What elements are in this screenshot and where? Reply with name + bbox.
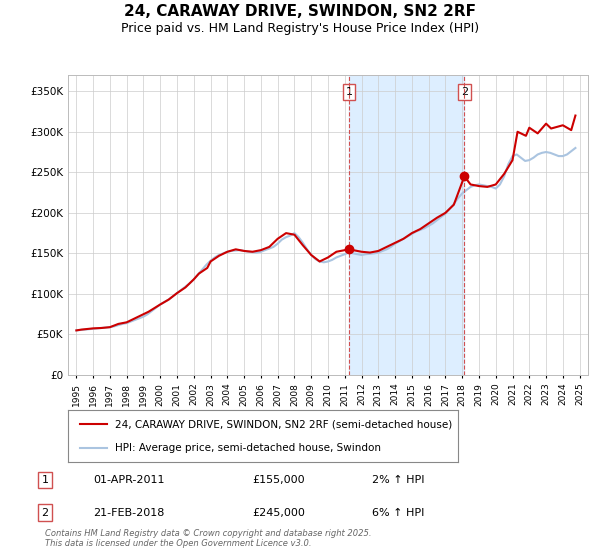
- Text: £245,000: £245,000: [252, 507, 305, 517]
- Text: 1: 1: [41, 475, 49, 485]
- Bar: [349, 75, 464, 375]
- Text: £155,000: £155,000: [252, 475, 305, 485]
- Text: 2% ↑ HPI: 2% ↑ HPI: [372, 475, 425, 485]
- Text: 2: 2: [41, 507, 49, 517]
- Text: 6% ↑ HPI: 6% ↑ HPI: [372, 507, 424, 517]
- Text: 24, CARAWAY DRIVE, SWINDON, SN2 2RF: 24, CARAWAY DRIVE, SWINDON, SN2 2RF: [124, 4, 476, 19]
- Text: 2: 2: [461, 87, 468, 97]
- Text: HPI: Average price, semi-detached house, Swindon: HPI: Average price, semi-detached house,…: [115, 443, 381, 453]
- Text: 1: 1: [346, 87, 352, 97]
- Text: 01-APR-2011: 01-APR-2011: [93, 475, 164, 485]
- Text: 24, CARAWAY DRIVE, SWINDON, SN2 2RF (semi-detached house): 24, CARAWAY DRIVE, SWINDON, SN2 2RF (sem…: [115, 419, 452, 429]
- Text: 21-FEB-2018: 21-FEB-2018: [93, 507, 164, 517]
- Text: Contains HM Land Registry data © Crown copyright and database right 2025.
This d: Contains HM Land Registry data © Crown c…: [45, 529, 371, 548]
- Text: Price paid vs. HM Land Registry's House Price Index (HPI): Price paid vs. HM Land Registry's House …: [121, 22, 479, 35]
